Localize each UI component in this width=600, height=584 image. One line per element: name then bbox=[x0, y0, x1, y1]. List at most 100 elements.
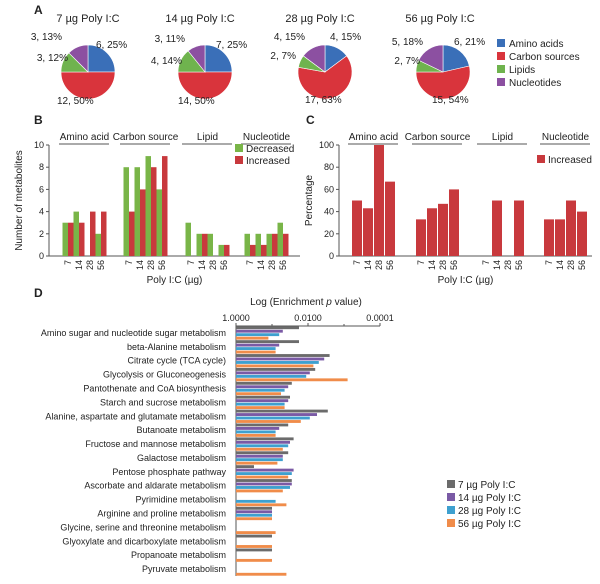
bar-increased bbox=[68, 222, 74, 256]
y-axis-title: Number of metabolites bbox=[14, 150, 25, 251]
y-tick-label: 0 bbox=[329, 251, 334, 261]
enrichment-bar-56-g-poly-i-c bbox=[236, 433, 276, 437]
axis-title-text: Log (Enrichment bbox=[250, 297, 326, 308]
pie-label: 5, 18% bbox=[392, 37, 423, 48]
enrichment-bar-14-g-poly-i-c bbox=[236, 510, 272, 514]
x-tick-label: 56 bbox=[514, 260, 524, 270]
pathway-label: Propanoate metabolism bbox=[131, 550, 226, 560]
x-tick-label: 0.0001 bbox=[366, 313, 394, 323]
x-tick-label: 7 bbox=[63, 260, 73, 265]
enrichment-bar-56-g-poly-i-c bbox=[236, 364, 314, 368]
bar-decreased bbox=[95, 233, 101, 256]
legend-swatch-14-g-poly-i-c bbox=[447, 493, 455, 501]
x-tick-label: 14 bbox=[135, 260, 145, 270]
x-tick-label: 28 bbox=[438, 260, 448, 270]
legend-swatch-7-g-poly-i-c bbox=[447, 480, 455, 488]
enrichment-bar-28-g-poly-i-c bbox=[236, 444, 289, 448]
x-tick-label: 28 bbox=[85, 260, 95, 270]
x-tick-label: 0.0100 bbox=[294, 313, 322, 323]
x-tick-label: 7 bbox=[245, 260, 255, 265]
enrichment-bar-28-g-poly-i-c bbox=[236, 458, 283, 462]
bar-increased bbox=[224, 244, 230, 256]
enrichment-bar-7-g-poly-i-c bbox=[236, 534, 272, 538]
enrichment-bar-28-g-poly-i-c bbox=[236, 486, 290, 489]
bar-decreased bbox=[207, 233, 213, 256]
enrichment-bar-56-g-poly-i-c bbox=[236, 517, 272, 521]
enrichment-bar-7-g-poly-i-c bbox=[236, 367, 316, 371]
enrichment-bar-7-g-poly-i-c bbox=[236, 465, 254, 469]
legend-swatch-28-g-poly-i-c bbox=[447, 506, 455, 514]
bar-decreased bbox=[156, 189, 162, 256]
bar-increased bbox=[261, 244, 267, 256]
enrichment-bar-28-g-poly-i-c bbox=[236, 416, 310, 420]
x-tick-label: 28 bbox=[208, 260, 218, 270]
legend-swatch-decreased bbox=[235, 144, 243, 152]
x-tick-label: 56 bbox=[96, 260, 106, 270]
pathway-label: Ascorbate and aldarate metabolism bbox=[84, 481, 226, 491]
bar-increased bbox=[544, 219, 554, 256]
legend-swatch-increased bbox=[235, 156, 243, 164]
x-tick-label: 7 bbox=[352, 260, 362, 265]
enrichment-bar-56-g-poly-i-c bbox=[236, 475, 289, 479]
pathway-label: Citrate cycle (TCA cycle) bbox=[127, 356, 226, 366]
enrichment-bar-28-g-poly-i-c bbox=[236, 374, 307, 378]
enrichment-bar-14-g-poly-i-c bbox=[236, 343, 280, 347]
group-label-lipid: Lipid bbox=[197, 132, 218, 143]
x-tick-label: 28 bbox=[146, 260, 156, 270]
enrichment-bar-7-g-poly-i-c bbox=[236, 506, 272, 510]
legend-label: Carbon sources bbox=[509, 52, 580, 63]
enrichment-bar-56-g-poly-i-c bbox=[236, 545, 272, 548]
enrichment-bar-28-g-poly-i-c bbox=[236, 347, 276, 350]
legend-swatch-lipids bbox=[497, 65, 505, 73]
x-tick-label: 14 bbox=[492, 260, 502, 270]
pie-label: 4, 15% bbox=[274, 32, 305, 43]
pie-title: 28 µg Poly I:C bbox=[285, 13, 354, 25]
enrichment-bar-56-g-poly-i-c bbox=[236, 406, 285, 410]
axis-title-p: p bbox=[325, 297, 332, 308]
x-tick-label: 1.0000 bbox=[222, 313, 250, 323]
bar-decreased bbox=[145, 156, 151, 256]
enrichment-bar-7-g-poly-i-c bbox=[236, 423, 289, 427]
pie-label: 15, 54% bbox=[432, 95, 469, 106]
legend-swatch-56-g-poly-i-c bbox=[447, 519, 455, 527]
x-axis-title: Poly I:C (µg) bbox=[438, 275, 494, 286]
x-tick-label: 28 bbox=[503, 260, 513, 270]
x-tick-label: 56 bbox=[449, 260, 459, 270]
group-label-amino-acid: Amino acid bbox=[60, 132, 109, 143]
panel-label-d: D bbox=[34, 286, 43, 300]
legend-label: Increased bbox=[246, 156, 290, 167]
bar-decreased bbox=[277, 222, 283, 256]
pie-label: 12, 50% bbox=[57, 96, 94, 107]
pie-slice-nucleotides bbox=[68, 44, 89, 73]
pathway-label: beta-Alanine metabolism bbox=[127, 342, 226, 352]
legend-swatch-nucleotides bbox=[497, 78, 505, 86]
legend-swatch-amino-acids bbox=[497, 39, 505, 47]
bar-increased bbox=[90, 211, 96, 256]
enrichment-bar-14-g-poly-i-c bbox=[236, 357, 325, 361]
bar-increased bbox=[101, 211, 107, 256]
x-tick-label: 14 bbox=[363, 260, 373, 270]
pathway-label: Pyruvate metabolism bbox=[142, 564, 226, 574]
enrichment-bar-7-g-poly-i-c bbox=[236, 395, 290, 399]
enrichment-bar-14-g-poly-i-c bbox=[236, 426, 280, 430]
bar-increased bbox=[492, 200, 502, 256]
enrichment-bar-28-g-poly-i-c bbox=[236, 472, 292, 475]
bar-decreased bbox=[123, 167, 129, 256]
bar-increased bbox=[202, 233, 208, 256]
pie-slice-amino-acids bbox=[442, 44, 470, 73]
bar-decreased bbox=[218, 244, 224, 256]
enrichment-bar-28-g-poly-i-c bbox=[236, 388, 285, 392]
enrichment-bar-7-g-poly-i-c bbox=[236, 548, 272, 552]
legend-label: 28 µg Poly I:C bbox=[458, 506, 521, 517]
x-tick-label: 28 bbox=[267, 260, 277, 270]
enrichment-bar-56-g-poly-i-c bbox=[236, 378, 348, 382]
group-label-carbon-source: Carbon source bbox=[113, 132, 179, 143]
pie-label: 6, 21% bbox=[454, 37, 485, 48]
bar-increased bbox=[566, 200, 576, 256]
enrichment-bar-7-g-poly-i-c bbox=[236, 381, 292, 385]
x-tick-label: 56 bbox=[278, 260, 288, 270]
bar-increased bbox=[438, 203, 448, 256]
